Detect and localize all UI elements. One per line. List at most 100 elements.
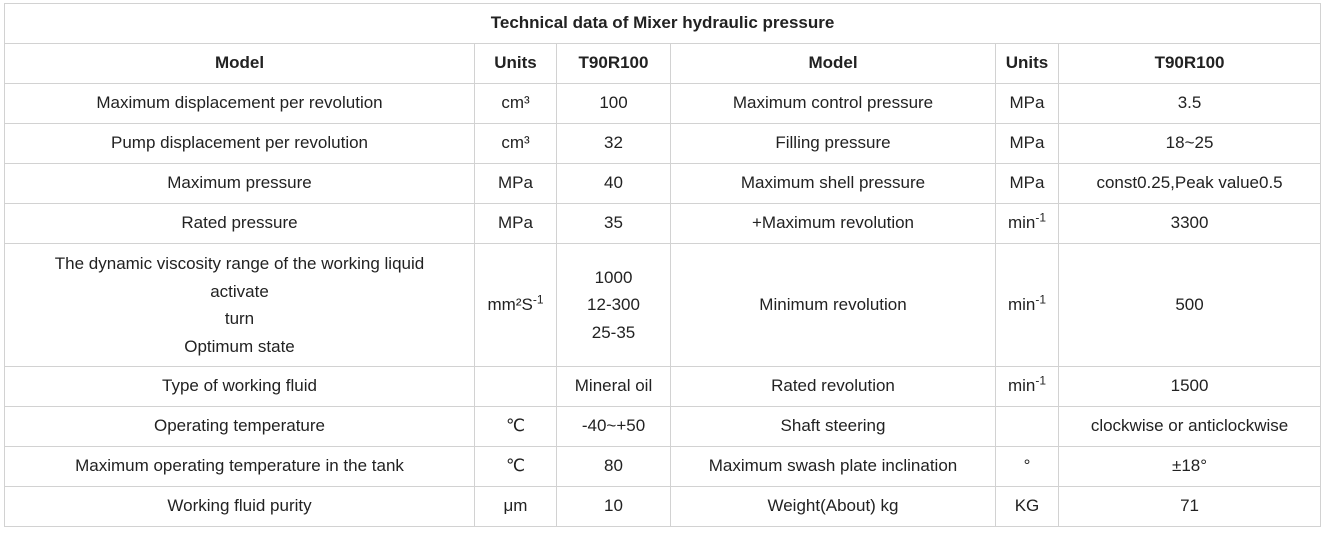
left-unit-text: ℃ <box>505 456 526 476</box>
right-unit-text: MPa <box>1009 133 1045 153</box>
left-value: -40~+50 <box>556 406 671 447</box>
left-parameter: Operating temperature <box>4 406 475 447</box>
left-value-line: 12-300 <box>587 295 640 315</box>
left-parameter-line: Rated pressure <box>181 213 298 233</box>
right-unit <box>995 406 1059 447</box>
right-unit-text: min <box>1007 376 1036 396</box>
right-parameter: Maximum shell pressure <box>670 163 996 204</box>
table-header-row: Model Units T90R100 Model Units T90R100 <box>4 43 1322 84</box>
left-parameter-line: activate <box>210 281 269 301</box>
left-value: 40 <box>556 163 671 204</box>
right-unit: KG <box>995 486 1059 527</box>
left-parameter: Type of working fluid <box>4 366 475 407</box>
right-parameter: Rated revolution <box>670 366 996 407</box>
right-unit: MPa <box>995 83 1059 124</box>
right-value: clockwise or anticlockwise <box>1057 406 1322 447</box>
header-model-left: Model <box>4 43 475 84</box>
right-value: const0.25,Peak value0.5 <box>1057 163 1322 204</box>
right-value: 3.5 <box>1057 83 1322 124</box>
left-parameter-line: Maximum displacement per revolution <box>96 93 383 113</box>
left-value-line: Mineral oil <box>574 376 653 396</box>
right-unit-text: min <box>1007 295 1036 315</box>
left-parameter-line: The dynamic viscosity range of the worki… <box>54 254 425 273</box>
left-unit-exponent: -1 <box>532 292 544 307</box>
left-unit: MPa <box>474 203 557 244</box>
left-parameter: Maximum displacement per revolution <box>4 83 475 124</box>
right-unit: MPa <box>995 163 1059 204</box>
left-parameter: The dynamic viscosity range of the worki… <box>4 243 475 367</box>
right-parameter: Filling pressure <box>670 123 996 164</box>
table-row: Rated pressure MPa 35 +Maximum revolution mi… <box>4 203 1322 244</box>
left-unit: μm <box>474 486 557 527</box>
left-value-line: 80 <box>604 456 623 476</box>
left-parameter-line: turn <box>224 309 255 328</box>
left-unit: cm³ <box>474 123 557 164</box>
right-unit-text: KG <box>1014 496 1040 516</box>
left-value-line: -40~+50 <box>581 416 646 436</box>
left-unit-text: cm³ <box>501 133 530 153</box>
left-unit: mm²S-1 <box>474 243 557 367</box>
table-row: The dynamic viscosity range of the worki… <box>4 243 1322 367</box>
right-parameter: Maximum control pressure <box>670 83 996 124</box>
left-unit: cm³ <box>474 83 557 124</box>
left-parameter-line: Optimum state <box>184 336 295 356</box>
header-units-right: Units <box>995 43 1059 84</box>
table-row: Type of working fluid Mineral oil Rated re… <box>4 366 1322 407</box>
left-value-line: 32 <box>604 133 623 153</box>
left-value: 10 <box>556 486 671 527</box>
left-value: 35 <box>556 203 671 244</box>
left-value-line: 100 <box>599 93 628 113</box>
header-model-right: Model <box>670 43 996 84</box>
right-value: 71 <box>1057 486 1322 527</box>
left-value: Mineral oil <box>556 366 671 407</box>
right-unit-exponent: -1 <box>1035 210 1047 225</box>
table-title-row: Technical data of Mixer hydraulic pressu… <box>3 3 1322 44</box>
left-value-line: 1000 <box>594 267 633 287</box>
header-value-right: T90R100 <box>1057 43 1322 84</box>
right-parameter: Weight(About) kg <box>670 486 996 527</box>
left-parameter-line: Type of working fluid <box>162 376 317 396</box>
left-parameter-line: Maximum operating temperature in the tan… <box>75 456 404 476</box>
right-unit: MPa <box>995 123 1059 164</box>
left-unit: ℃ <box>474 446 557 487</box>
left-unit-text: MPa <box>498 173 533 193</box>
left-value: 1000 12-300 25-35 <box>556 243 671 367</box>
right-parameter: Minimum revolution <box>670 243 996 367</box>
left-unit: ℃ <box>474 406 557 447</box>
left-parameter-line: Operating temperature <box>153 416 326 436</box>
left-value: 100 <box>556 83 671 124</box>
table-row: Maximum pressure MPa 40 Maximum shell press… <box>4 163 1322 204</box>
left-parameter-line: Working fluid purity <box>167 496 312 516</box>
right-parameter: +Maximum revolution <box>670 203 996 244</box>
right-value: 500 <box>1057 243 1322 367</box>
right-value: 1500 <box>1057 366 1322 407</box>
left-value-line: 40 <box>604 173 623 193</box>
left-value-line: 25-35 <box>591 322 636 342</box>
left-unit-text: μm <box>503 496 528 516</box>
right-unit-text: min <box>1007 213 1036 233</box>
table-row: Working fluid purity μm 10 Weight(About) kg… <box>4 486 1322 527</box>
left-parameter: Maximum pressure <box>4 163 475 204</box>
table-row: Maximum operating temperature in the tan… <box>4 446 1322 487</box>
left-value-line: 35 <box>604 213 623 233</box>
right-value: 18~25 <box>1057 123 1322 164</box>
left-value-line: 10 <box>604 496 623 516</box>
left-parameter: Working fluid purity <box>4 486 475 527</box>
right-parameter: Maximum swash plate inclination <box>670 446 996 487</box>
right-value: ±18° <box>1057 446 1322 487</box>
right-unit: min-1 <box>995 243 1059 367</box>
right-value: 3300 <box>1057 203 1322 244</box>
left-unit-text: cm³ <box>501 93 530 113</box>
right-unit: ° <box>995 446 1059 487</box>
table-row: Pump displacement per revolution cm³ 32 Fil… <box>4 123 1322 164</box>
table-title: Technical data of Mixer hydraulic pressu… <box>3 3 1322 44</box>
left-parameter-line: Pump displacement per revolution <box>110 133 369 153</box>
header-units-left: Units <box>474 43 557 84</box>
table-row: Operating temperature ℃ -40~+50 Shaft steer… <box>4 406 1322 447</box>
left-unit-text: ℃ <box>505 416 526 436</box>
right-unit-text: ° <box>1023 456 1031 476</box>
left-unit <box>474 366 557 407</box>
left-unit-text: MPa <box>498 213 533 233</box>
right-unit: min-1 <box>995 366 1059 407</box>
header-value-left: T90R100 <box>556 43 671 84</box>
